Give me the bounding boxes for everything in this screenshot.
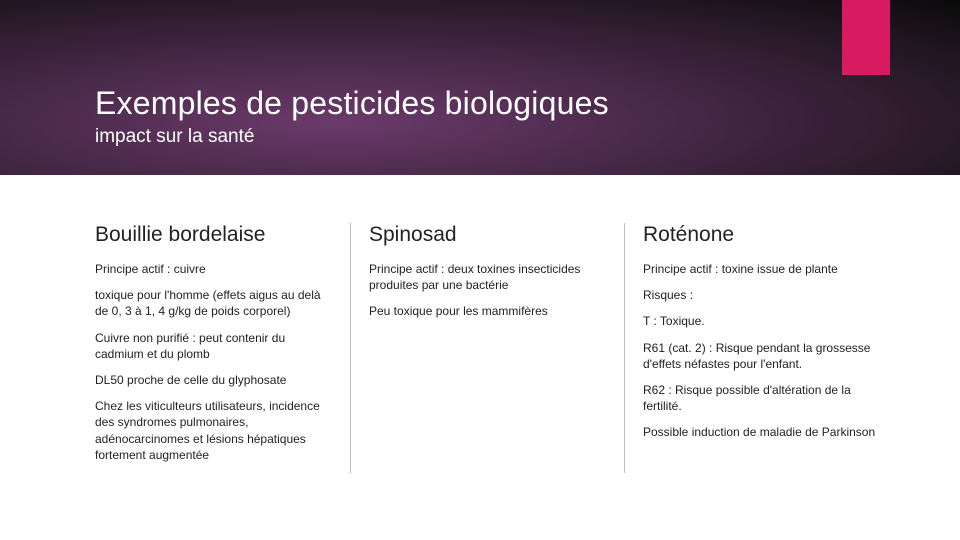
slide-title: Exemples de pesticides biologiques: [95, 85, 960, 122]
column-heading: Bouillie bordelaise: [95, 223, 332, 247]
column-text: Principe actif : deux toxines insecticid…: [369, 261, 606, 293]
column-heading: Roténone: [643, 223, 880, 247]
column-text: Principe actif : toxine issue de plante: [643, 261, 880, 277]
column-heading: Spinosad: [369, 223, 606, 247]
column-text: toxique pour l'homme (effets aigus au de…: [95, 287, 332, 319]
column-text: T : Toxique.: [643, 313, 880, 329]
column-text: DL50 proche de celle du glyphosate: [95, 372, 332, 388]
column-text: Principe actif : cuivre: [95, 261, 332, 277]
column-text: Risques :: [643, 287, 880, 303]
column-spinosad: Spinosad Principe actif : deux toxines i…: [350, 223, 624, 473]
column-text: Cuivre non purifié : peut contenir du ca…: [95, 330, 332, 362]
column-text: Possible induction de maladie de Parkins…: [643, 424, 880, 440]
column-text: Peu toxique pour les mammifères: [369, 303, 606, 319]
column-text: R61 (cat. 2) : Risque pendant la grosses…: [643, 340, 880, 372]
column-text: Chez les viticulteurs utilisateurs, inci…: [95, 398, 332, 463]
content-columns: Bouillie bordelaise Principe actif : cui…: [0, 175, 960, 473]
column-text: R62 : Risque possible d'altération de la…: [643, 382, 880, 414]
accent-tab: [842, 0, 890, 75]
column-rotenone: Roténone Principe actif : toxine issue d…: [624, 223, 880, 473]
column-bouillie-bordelaise: Bouillie bordelaise Principe actif : cui…: [95, 223, 350, 473]
slide-header: Exemples de pesticides biologiques impac…: [0, 0, 960, 175]
slide-subtitle: impact sur la santé: [95, 126, 960, 148]
